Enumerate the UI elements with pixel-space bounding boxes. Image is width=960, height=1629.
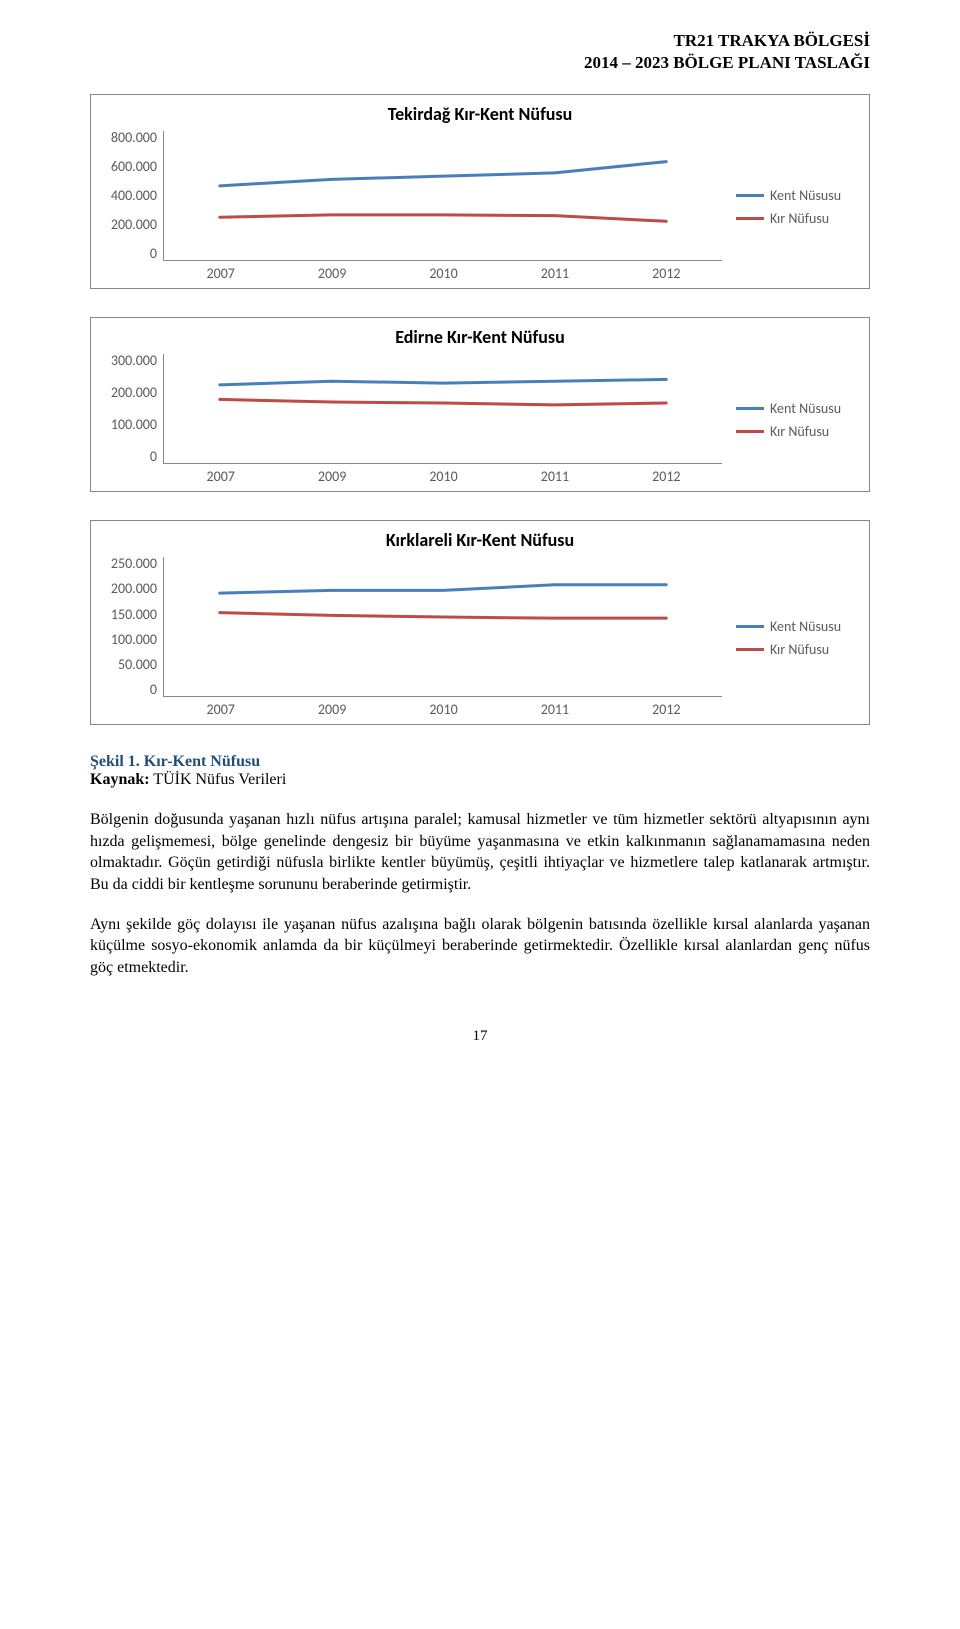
series-line [220,613,666,619]
series-line [220,215,666,221]
x-tick: 2010 [388,468,499,485]
x-tick: 2010 [388,265,499,282]
y-tick: 200.000 [103,582,157,596]
chart-body: 300.000 200.000 100.000 0 200720092010201120… [103,354,857,485]
y-tick: 150.000 [103,608,157,622]
plot-inner: 300.000 200.000 100.000 0 [103,354,722,464]
caption-source-value: TÜİK Nüfus Verileri [150,771,287,788]
x-tick: 2011 [499,265,610,282]
plot-region: 300.000 200.000 100.000 0 200720092010201120… [103,354,722,485]
legend-item: Kır Nüfusu [736,210,857,227]
plot-area [163,354,722,464]
document-header: TR21 TRAKYA BÖLGESİ 2014 – 2023 BÖLGE PL… [90,30,870,74]
caption-title: Şekil 1. Kır-Kent Nüfusu [90,753,260,770]
x-axis: 20072009201020112012 [165,701,722,718]
plot-inner: 250.000 200.000 150.000 100.000 50.000 0 [103,557,722,697]
chart-svg [164,354,722,463]
y-tick: 400.000 [103,189,157,203]
x-tick: 2009 [276,701,387,718]
x-tick: 2012 [611,265,722,282]
series-line [220,380,666,385]
legend-swatch [736,194,764,197]
charts-container: Tekirdağ Kır-Kent Nüfusu 800.000 600.000 40… [90,94,870,725]
caption-source: Kaynak: TÜİK Nüfus Verileri [90,771,286,788]
plot-area [163,131,722,261]
legend-label: Kır Nüfusu [770,423,829,440]
header-line-2: 2014 – 2023 BÖLGE PLANI TASLAĞI [90,52,870,74]
chart-legend: Kent Nüsusu Kır Nüfusu [722,181,857,233]
chart-legend: Kent Nüsusu Kır Nüfusu [722,612,857,664]
y-tick: 800.000 [103,131,157,145]
legend-swatch [736,648,764,651]
page-number: 17 [90,1028,870,1045]
y-tick: 0 [103,450,157,464]
x-axis: 20072009201020112012 [165,468,722,485]
legend-swatch [736,407,764,410]
legend-label: Kır Nüfusu [770,210,829,227]
y-tick: 100.000 [103,418,157,432]
y-axis: 800.000 600.000 400.000 200.000 0 [103,131,163,261]
legend-label: Kent Nüsusu [770,618,841,635]
x-tick: 2007 [165,265,276,282]
legend-swatch [736,625,764,628]
plot-region: 800.000600.000400.000200.000020072009201… [103,131,722,282]
chart-svg [164,131,722,260]
plot-area [163,557,722,697]
y-tick: 50.000 [103,658,157,672]
chart-title: Tekirdağ Kır-Kent Nüfusu [103,103,857,125]
legend-label: Kent Nüsusu [770,400,841,417]
y-tick: 300.000 [103,354,157,368]
y-tick: 600.000 [103,160,157,174]
series-line [220,585,666,593]
chart-svg [164,557,722,696]
x-tick: 2010 [388,701,499,718]
y-tick: 200.000 [103,218,157,232]
figure-caption: Şekil 1. Kır-Kent Nüfusu Kaynak: TÜİK Nü… [90,753,870,789]
x-tick: 2007 [165,701,276,718]
chart-box: Kırklareli Kır-Kent Nüfusu 250.000 200.000… [90,520,870,725]
x-tick: 2007 [165,468,276,485]
chart-box: Edirne Kır-Kent Nüfusu 300.000 200.000 100.… [90,317,870,492]
y-tick: 100.000 [103,633,157,647]
y-tick: 0 [103,683,157,697]
series-line [220,400,666,405]
y-axis: 250.000 200.000 150.000 100.000 50.000 0 [103,557,163,697]
plot-inner: 800.000 600.000 400.000 200.000 0 [103,131,722,261]
caption-source-label: Kaynak: [90,771,150,788]
legend-label: Kent Nüsusu [770,187,841,204]
x-tick: 2009 [276,265,387,282]
chart-body: 800.000600.000400.000200.000020072009201… [103,131,857,282]
legend-swatch [736,217,764,220]
chart-legend: Kent Nüsusu Kır Nüfusu [722,394,857,446]
legend-item: Kent Nüsusu [736,618,857,635]
legend-label: Kır Nüfusu [770,641,829,658]
legend-item: Kır Nüfusu [736,641,857,658]
legend-item: Kent Nüsusu [736,400,857,417]
header-line-1: TR21 TRAKYA BÖLGESİ [90,30,870,52]
y-tick: 250.000 [103,557,157,571]
x-tick: 2011 [499,468,610,485]
x-tick: 2012 [611,701,722,718]
y-tick: 0 [103,247,157,261]
x-tick: 2009 [276,468,387,485]
legend-item: Kır Nüfusu [736,423,857,440]
x-tick: 2011 [499,701,610,718]
y-axis: 300.000 200.000 100.000 0 [103,354,163,464]
plot-region: 250.000200.000150.000100.00050.000020072… [103,557,722,718]
chart-body: 250.000200.000150.000100.00050.000020072… [103,557,857,718]
body-paragraph-2: Aynı şekilde göç dolayısı ile yaşanan nü… [90,914,870,979]
chart-box: Tekirdağ Kır-Kent Nüfusu 800.000 600.000 40… [90,94,870,289]
chart-title: Kırklareli Kır-Kent Nüfusu [103,529,857,551]
x-axis: 20072009201020112012 [165,265,722,282]
series-line [220,162,666,186]
legend-item: Kent Nüsusu [736,187,857,204]
y-tick: 200.000 [103,386,157,400]
x-tick: 2012 [611,468,722,485]
legend-swatch [736,430,764,433]
body-paragraph-1: Bölgenin doğusunda yaşanan hızlı nüfus a… [90,809,870,895]
chart-title: Edirne Kır-Kent Nüfusu [103,326,857,348]
